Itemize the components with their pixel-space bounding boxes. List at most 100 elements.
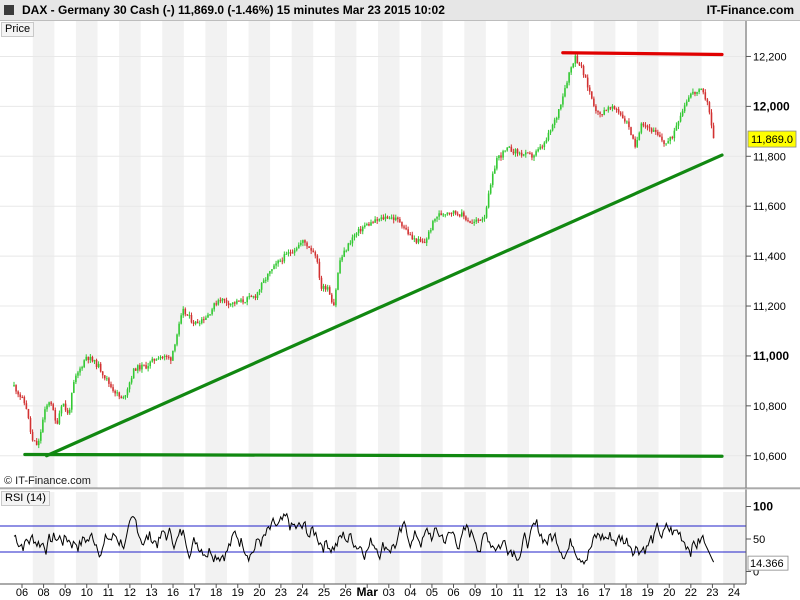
candle-body: [702, 89, 705, 93]
candle-body: [137, 365, 139, 371]
candle-body: [304, 240, 306, 243]
candle-body: [116, 392, 118, 394]
candle-body: [341, 256, 343, 261]
candle-body: [382, 217, 385, 220]
candle-body: [634, 138, 636, 147]
candle-body: [167, 356, 170, 358]
candle-body: [496, 158, 498, 169]
candle-body: [85, 356, 88, 361]
candle-body: [132, 368, 135, 379]
price-tick-label: 11,800: [753, 151, 786, 163]
candle-body: [77, 372, 79, 376]
rsi-day-band: [75, 492, 98, 584]
candle-body: [547, 132, 550, 140]
candle-body: [665, 143, 667, 145]
candle-body: [657, 131, 659, 135]
candle-body: [630, 127, 632, 135]
candle-body: [66, 410, 69, 414]
candle-body: [314, 252, 317, 256]
x-tick-label: 09: [469, 587, 481, 599]
candle-body: [93, 360, 96, 362]
candle-body: [640, 123, 643, 133]
candle-body: [621, 114, 624, 119]
candle-body: [248, 296, 251, 298]
candle-body: [141, 364, 143, 370]
candle-body: [134, 368, 137, 371]
x-tick-label: 20: [663, 587, 675, 599]
x-tick-label: 13: [145, 587, 157, 599]
candle-body: [704, 92, 707, 100]
candle-body: [502, 151, 504, 158]
candle-body: [522, 154, 525, 156]
candle-body: [659, 134, 661, 137]
candle-body: [101, 371, 104, 376]
candle-body: [696, 91, 698, 94]
candle-body: [328, 287, 331, 295]
candle-body: [246, 297, 248, 303]
rsi-panel-label: RSI (14): [1, 491, 50, 506]
candle-body: [615, 109, 618, 111]
candle-body: [353, 235, 356, 238]
candle-body: [667, 141, 669, 144]
candle-body: [260, 282, 263, 290]
brand-name[interactable]: IT-Finance.com: [706, 3, 794, 17]
rsi-day-band: [32, 492, 55, 584]
candle-body: [384, 216, 387, 220]
candle-body: [200, 319, 203, 324]
candle-body: [198, 323, 201, 325]
candle-body: [448, 212, 451, 214]
axes: 12,200 12,000 11,800 11,600 11,400 11,200 11,0…: [0, 21, 800, 599]
candle-body: [339, 260, 341, 273]
candle-body: [646, 125, 649, 128]
candle-body: [593, 98, 595, 106]
candle-body: [549, 130, 552, 133]
candle-body: [564, 88, 566, 97]
candle-body: [143, 364, 145, 366]
candle-body: [316, 255, 319, 262]
candle-body: [203, 319, 205, 321]
candle-body: [471, 222, 473, 224]
candle-body: [527, 152, 529, 154]
candle-body: [188, 315, 191, 317]
candle-body: [182, 308, 185, 316]
candle-body: [54, 410, 57, 421]
candle-body: [264, 279, 267, 281]
candle-body: [454, 210, 457, 214]
candle-body: [584, 75, 587, 78]
candle-body: [407, 229, 409, 235]
candle-body: [586, 77, 589, 88]
candle-body: [279, 260, 282, 262]
candle-body: [681, 111, 684, 116]
day-band: [248, 21, 271, 488]
candle-body: [147, 366, 149, 369]
candle-body: [170, 357, 172, 361]
trendline-resistance: [561, 51, 724, 57]
candle-body: [390, 217, 393, 219]
candle-body: [557, 109, 560, 118]
candle-body: [44, 409, 46, 420]
candle-body: [644, 125, 647, 127]
day-band: [162, 21, 184, 488]
candle-body: [423, 242, 426, 244]
rsi-day-band: [248, 492, 271, 584]
candle-body: [269, 271, 271, 274]
x-tick-label: 17: [188, 587, 200, 599]
x-tick-label: 19: [232, 587, 244, 599]
candle-body: [165, 355, 168, 357]
candle-body: [110, 383, 112, 388]
candle-body: [345, 250, 348, 252]
candle-body: [223, 298, 226, 301]
candle-body: [180, 315, 182, 324]
candle-body: [675, 125, 678, 131]
candle-body: [654, 130, 657, 132]
candle-body: [87, 356, 90, 361]
candle-body: [145, 365, 147, 369]
candle-body: [184, 308, 187, 315]
candle-body: [533, 155, 535, 158]
candle-body: [122, 397, 125, 399]
day-band: [636, 21, 659, 488]
candle-body: [626, 121, 628, 123]
candle-body: [535, 151, 537, 156]
x-tick-label: 05: [426, 587, 438, 599]
